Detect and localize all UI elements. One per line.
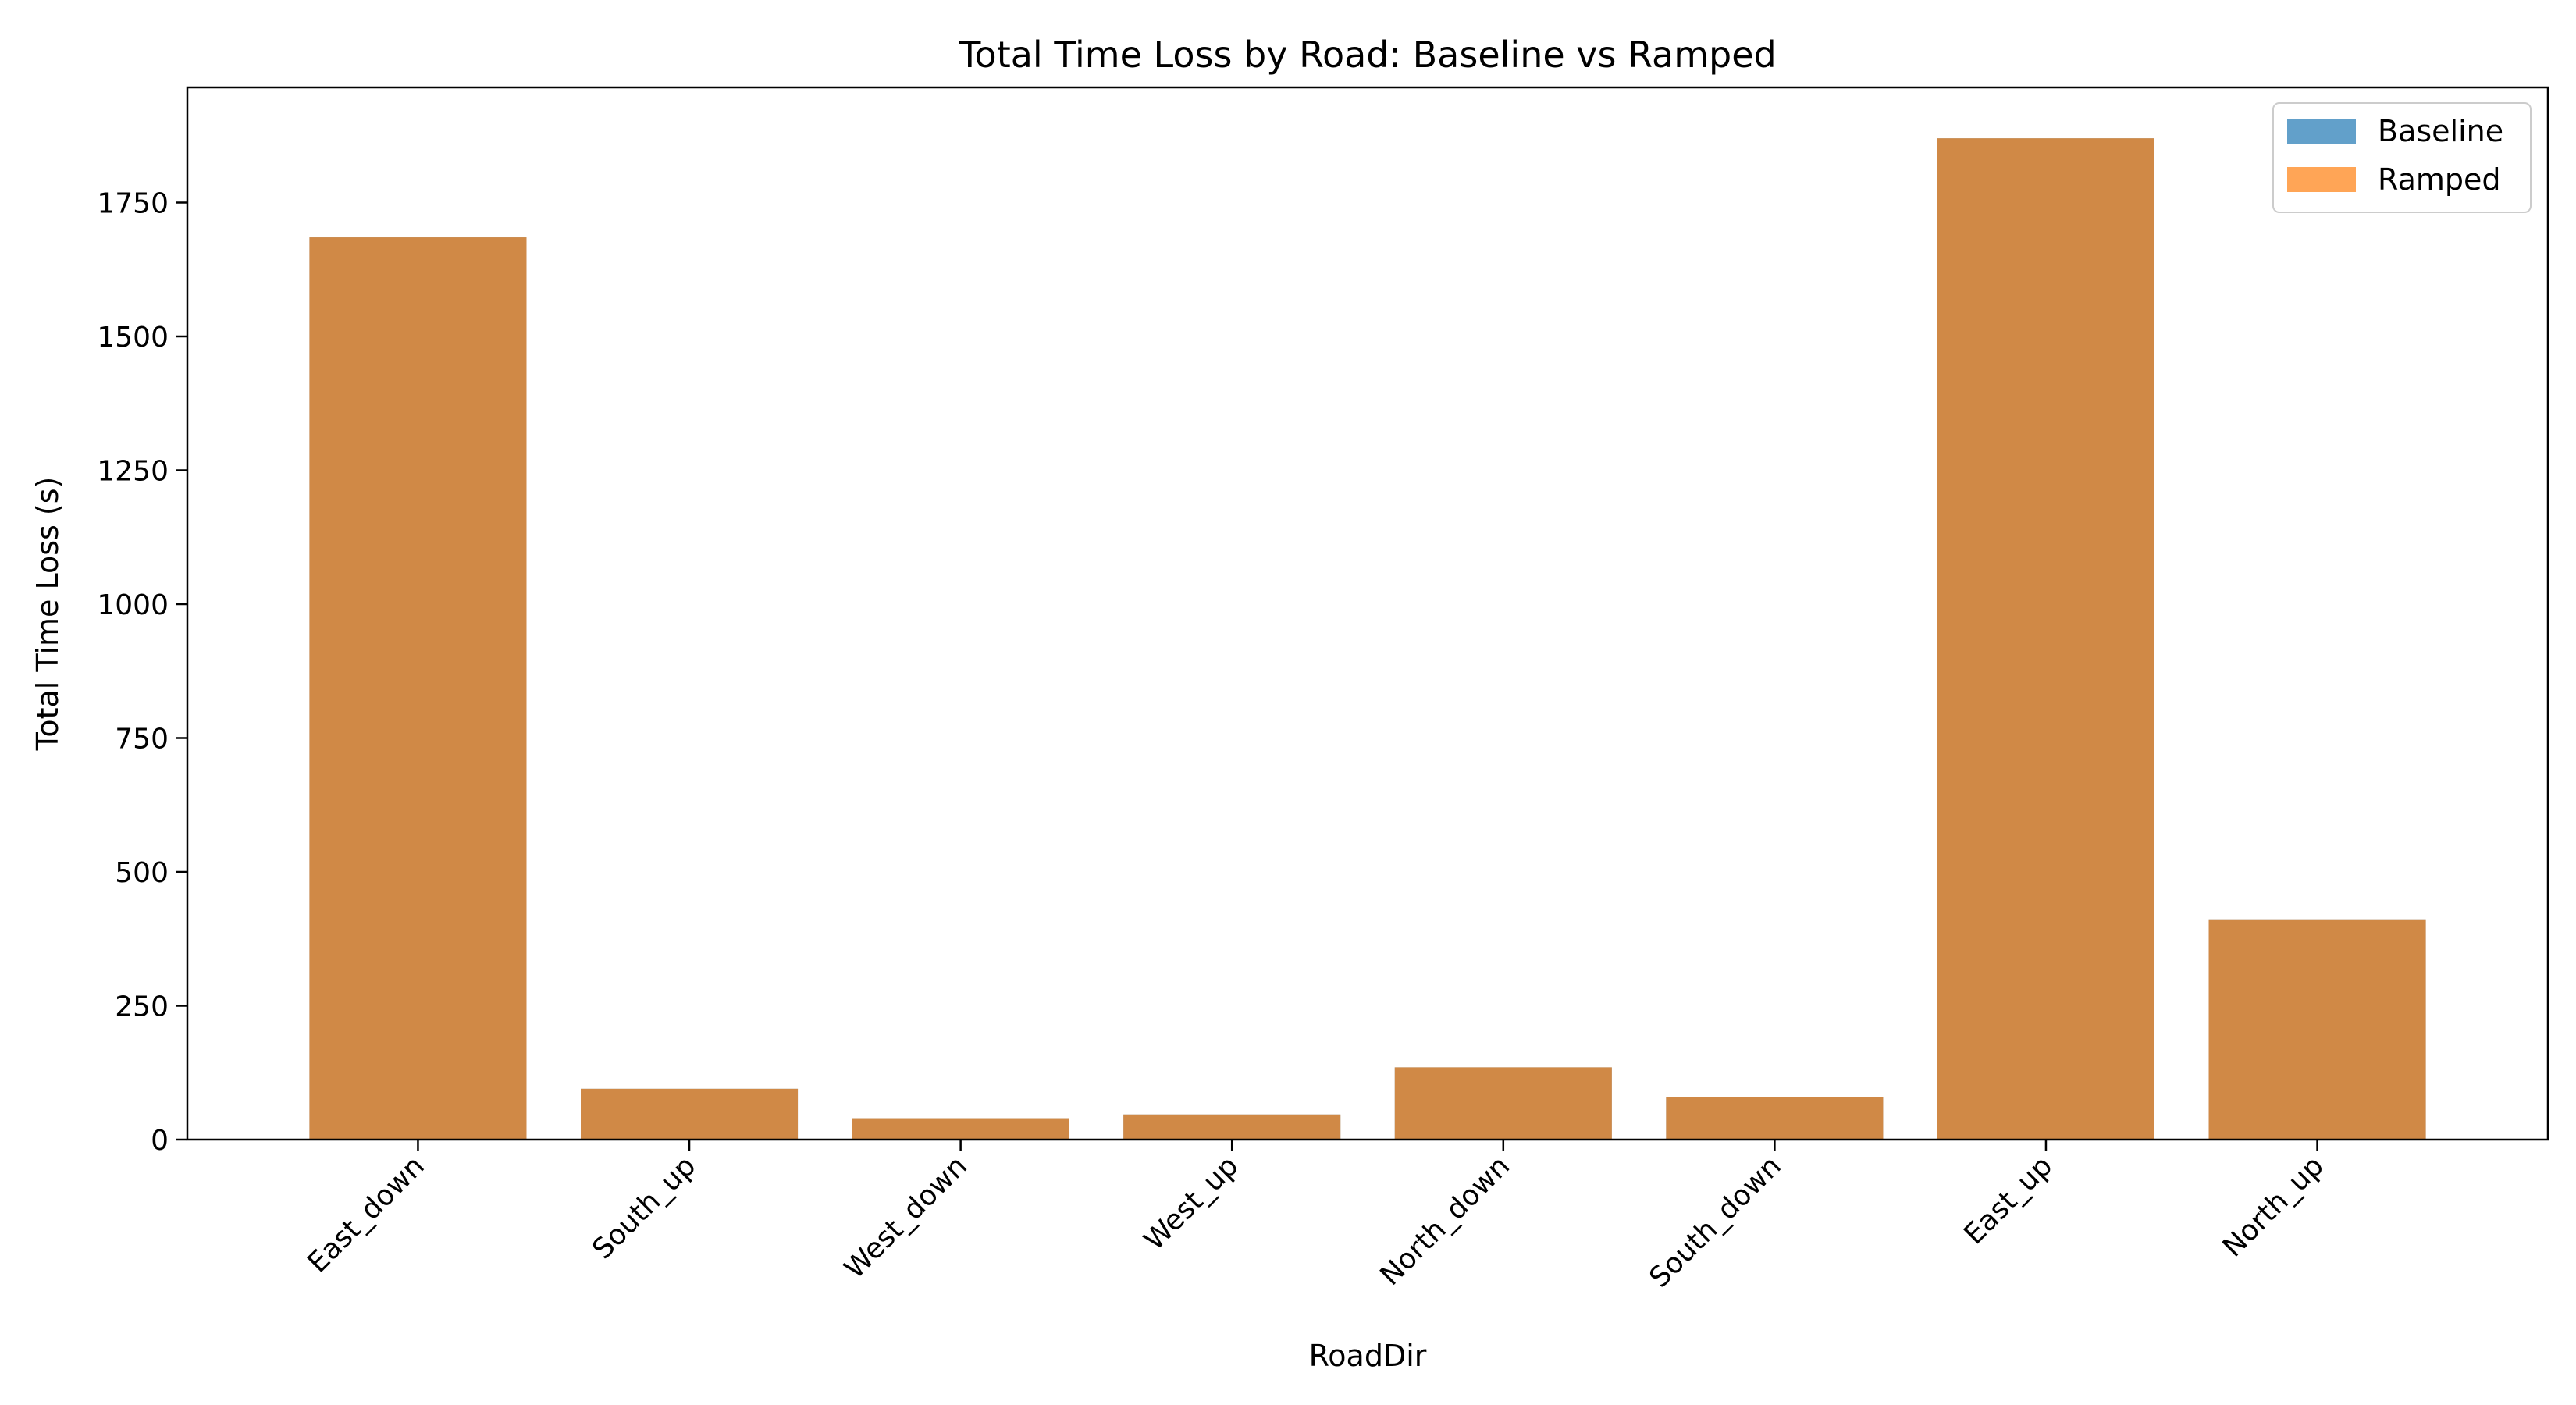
y-tick-label: 1000 (97, 589, 169, 621)
bar-ramped-east-up (1937, 138, 2154, 1140)
x-tick-label-north-down: North_down (1375, 1150, 1517, 1292)
y-tick-label: 500 (115, 857, 169, 889)
y-tick-label: 1250 (97, 455, 169, 487)
y-tick-label: 1500 (97, 322, 169, 354)
x-axis-ticks: East_down South_up West_down West_up North_d… (301, 1140, 2330, 1294)
y-tick-label: 0 (151, 1125, 169, 1157)
y-axis-label: Total Time Loss (s) (30, 477, 65, 752)
x-axis-label: RoadDir (1309, 1339, 1427, 1373)
x-tick-label-west-down: West_down (838, 1150, 973, 1285)
legend-swatch-baseline (2287, 119, 2356, 144)
legend-label-baseline: Baseline (2378, 114, 2503, 148)
bar-ramped-south-down (1666, 1097, 1884, 1140)
bar-ramped-west-down (852, 1118, 1069, 1140)
bar-ramped-west-up (1123, 1114, 1341, 1140)
bar-ramped-east-down (309, 237, 527, 1140)
legend-swatch-ramped (2287, 167, 2356, 192)
y-tick-label: 750 (115, 723, 169, 755)
x-tick-label-north-up: North_up (2217, 1150, 2330, 1263)
legend: Baseline Ramped (2272, 102, 2532, 213)
chart-title: Total Time Loss by Road: Baseline vs Ram… (958, 34, 1776, 76)
x-tick-label-east-up: East_up (1958, 1150, 2058, 1250)
plot-frame (186, 86, 2549, 1141)
x-tick-label-south-up: South_up (586, 1150, 702, 1265)
bar-ramped-north-down (1394, 1067, 1612, 1140)
bar-ramped-north-up (2208, 919, 2426, 1140)
legend-label-ramped: Ramped (2378, 162, 2501, 197)
y-axis-ticks: 0 250 500 750 1000 1250 1500 1750 (97, 187, 187, 1157)
x-tick-label-west-up: West_up (1138, 1150, 1245, 1257)
y-tick-label: 250 (115, 991, 169, 1023)
bars-layer (309, 138, 2426, 1140)
bar-ramped-south-up (581, 1088, 799, 1140)
y-tick-label: 1750 (97, 187, 169, 219)
x-tick-label-east-down: East_down (301, 1150, 430, 1279)
x-tick-label-south-down: South_down (1643, 1150, 1787, 1293)
